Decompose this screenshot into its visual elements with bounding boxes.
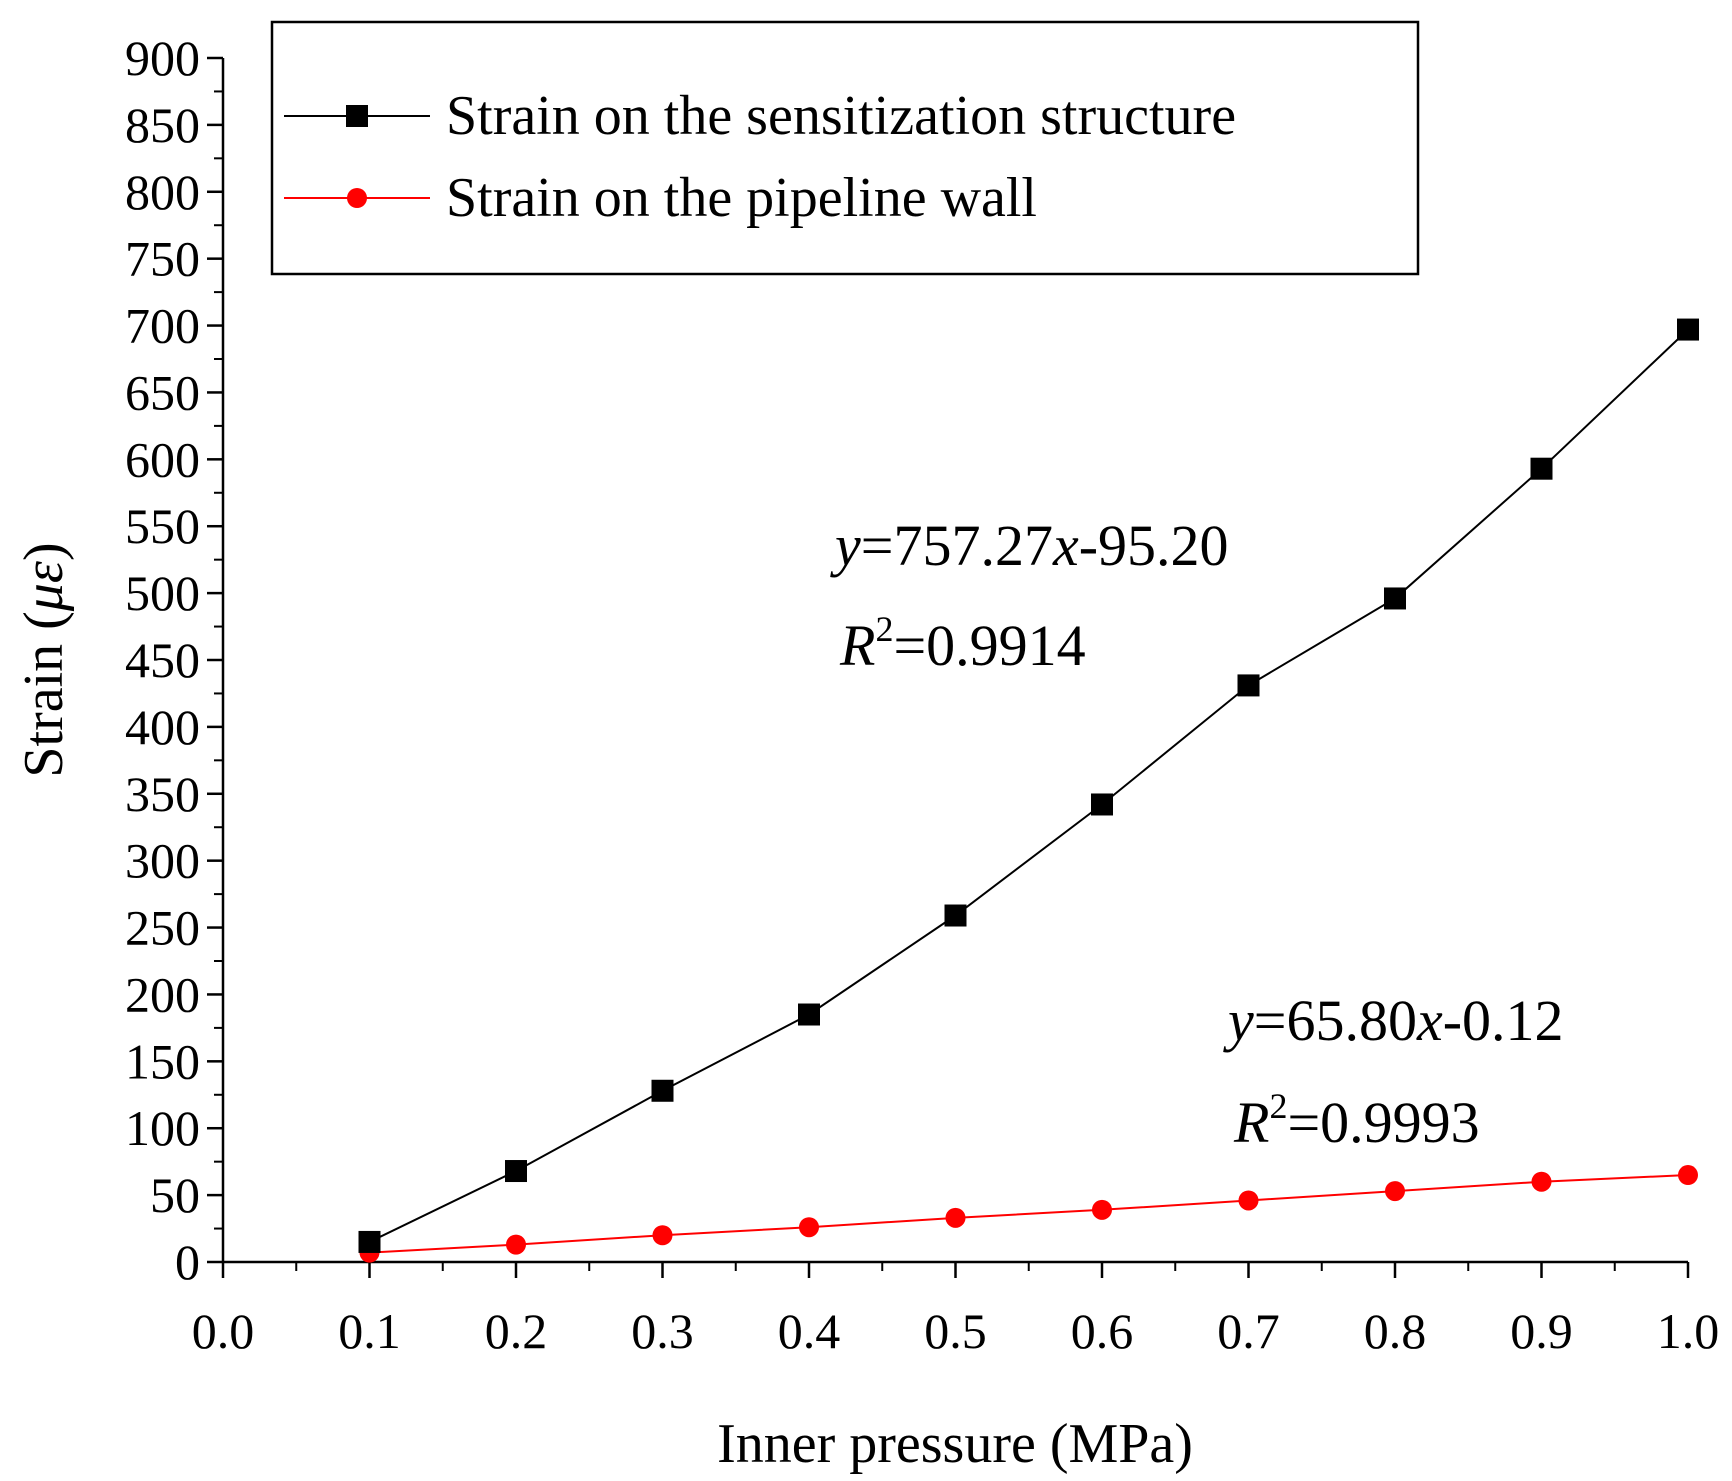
series-pipeline-wall <box>359 1165 1698 1263</box>
r2-value: =0.9993 <box>1287 1090 1479 1155</box>
legend-marker-pipeline <box>347 188 367 208</box>
eq2-x: x <box>1416 988 1443 1053</box>
x-tick-label: 0.2 <box>485 1303 548 1359</box>
equation-pipeline: y=65.80x-0.12 <box>1223 988 1564 1053</box>
y-tick-label: 450 <box>125 632 200 688</box>
data-point <box>944 904 967 927</box>
data-point <box>651 1079 674 1102</box>
data-point <box>652 1225 673 1246</box>
y-tick-label: 650 <box>125 364 200 420</box>
series-layer <box>358 318 1699 1263</box>
y-tick-label: 200 <box>125 966 200 1022</box>
data-point <box>1092 1199 1112 1220</box>
data-point <box>358 1230 381 1253</box>
x-tick-label: 0.6 <box>1071 1303 1134 1359</box>
equation-sensitization: y=757.27x-95.20 <box>830 513 1229 578</box>
eq1-intercept: -95.20 <box>1079 513 1229 578</box>
r-squared-pipeline: R2=0.9993 <box>1233 1086 1480 1155</box>
y-tick-label: 250 <box>125 900 200 956</box>
y-tick-label: 600 <box>125 431 200 487</box>
eq1-y: y <box>830 513 861 578</box>
y-tick-label: 150 <box>125 1033 200 1089</box>
y-ticks: 0 50 100 150 200 250 300 350 400 450 500 550 600 650 7… <box>125 30 223 1290</box>
x-tick-label: 0.5 <box>924 1303 987 1359</box>
y-tick-label: 800 <box>125 164 200 220</box>
eq2-intercept: -0.12 <box>1443 988 1564 1053</box>
legend-label-sensitization: Strain on the sensitization structure <box>446 85 1236 147</box>
x-tick-label: 1.0 <box>1657 1303 1720 1359</box>
y-tick-label: 350 <box>125 766 200 822</box>
eq2-slope: =65.80 <box>1254 988 1417 1053</box>
data-point <box>1091 793 1113 816</box>
x-tick-label: 0.0 <box>192 1303 255 1359</box>
data-point <box>1385 1181 1405 1202</box>
x-tick-label: 0.7 <box>1217 1303 1280 1359</box>
legend-label-pipeline: Strain on the pipeline wall <box>446 167 1037 229</box>
data-point <box>1237 674 1260 697</box>
x-tick-label: 0.4 <box>778 1303 841 1359</box>
y-tick-label: 550 <box>125 498 200 554</box>
y-tick-label: 50 <box>150 1167 200 1223</box>
data-point <box>505 1160 527 1183</box>
x-tick-label: 0.3 <box>631 1303 694 1359</box>
data-point <box>1531 1171 1552 1192</box>
legend-box <box>270 20 1420 276</box>
y-axis-label: Strain (με) <box>13 542 75 777</box>
legend-marker-sensitization <box>346 105 368 127</box>
y-axis-label-mu: μ <box>13 583 75 612</box>
x-tick-label: 0.8 <box>1364 1303 1427 1359</box>
data-point <box>1677 318 1699 341</box>
data-point <box>798 1003 820 1026</box>
series-sensitization-structure <box>358 318 1699 1253</box>
series-line <box>369 328 1689 1243</box>
r2-superscript: 2 <box>1269 1086 1287 1126</box>
r-squared-sensitization: R2=0.9914 <box>839 609 1086 678</box>
y-tick-label: 100 <box>125 1100 200 1156</box>
data-point <box>506 1234 526 1255</box>
data-point <box>945 1207 966 1228</box>
y-tick-label: 0 <box>175 1234 200 1290</box>
data-point <box>1530 457 1553 480</box>
eq2-y: y <box>1223 988 1254 1053</box>
y-tick-label: 750 <box>125 231 200 287</box>
y-tick-label: 700 <box>125 298 200 354</box>
r1-value: =0.9914 <box>893 613 1085 678</box>
y-tick-label: 300 <box>125 833 200 889</box>
r2-letter: R <box>1233 1090 1269 1155</box>
y-axis-label-text: Strain ( <box>13 611 75 777</box>
x-tick-label: 0.9 <box>1510 1303 1573 1359</box>
r1-letter: R <box>839 613 875 678</box>
eq1-slope: =757.27 <box>861 513 1053 578</box>
y-tick-label: 400 <box>125 699 200 755</box>
y-tick-label: 500 <box>125 565 200 621</box>
data-point <box>1384 587 1406 610</box>
series-line <box>369 1174 1689 1254</box>
x-axis-label: Inner pressure (MPa) <box>717 1413 1193 1475</box>
x-tick-label: 0.1 <box>338 1303 401 1359</box>
eq1-x: x <box>1052 513 1079 578</box>
y-axis-label-epsilon: ε <box>13 560 75 583</box>
r1-superscript: 2 <box>875 609 893 649</box>
y-tick-label: 850 <box>125 97 200 153</box>
x-ticks: 0.0 0.1 0.2 0.3 0.4 0.5 0.6 0.7 0.8 0.9 1.0 <box>192 1262 1720 1359</box>
y-axis-label-close: ) <box>13 542 75 561</box>
data-point <box>1678 1165 1698 1186</box>
legend: Strain on the sensitization structure St… <box>270 20 1420 276</box>
data-point <box>799 1217 819 1238</box>
data-point <box>1238 1190 1259 1211</box>
y-tick-label: 900 <box>125 30 200 86</box>
